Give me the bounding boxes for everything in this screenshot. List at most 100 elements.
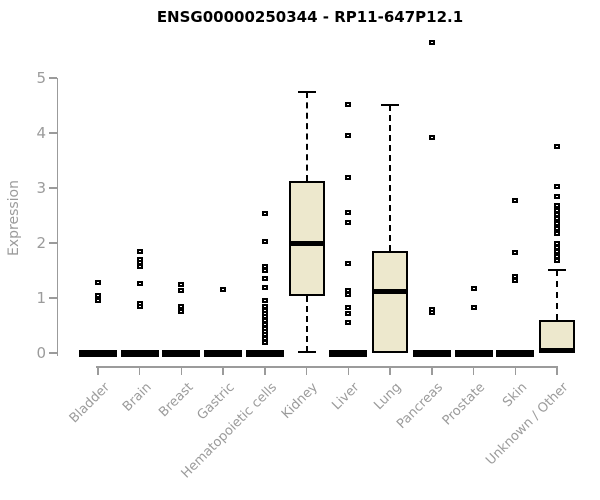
boxplot-flat-bar-prostate: [454, 350, 493, 357]
outlier-point-unknown-other: [554, 225, 560, 231]
outlier-point-liver: [345, 305, 352, 311]
y-axis-tick-label: 5: [36, 69, 46, 87]
x-axis-tick-label: Bladder: [66, 380, 113, 427]
outlier-point-unknown-other: [554, 193, 560, 199]
boxplot-upper-cap-lung: [381, 103, 400, 107]
y-axis-tick-label: 0: [36, 344, 46, 362]
outlier-point-brain: [136, 280, 143, 286]
outlier-point-skin: [512, 249, 519, 255]
x-axis-tick: [305, 366, 308, 375]
x-axis-tick-label: Liver: [329, 380, 363, 414]
outlier-point-breast: [178, 288, 185, 294]
outlier-point-unknown-other: [554, 244, 560, 250]
boxplot-flat-bar-bladder: [79, 350, 117, 357]
outlier-point-unknown-other: [554, 184, 560, 190]
outlier-point-skin: [512, 198, 519, 204]
outlier-point-bladder: [95, 297, 101, 303]
outlier-point-liver: [345, 219, 352, 225]
outlier-point-unknown-other: [554, 144, 560, 150]
boxplot-median-lung: [372, 288, 409, 294]
outlier-point-liver: [345, 320, 352, 326]
x-axis-tick: [180, 366, 183, 375]
boxplot-box-lung: [372, 251, 409, 353]
outlier-point-brain: [136, 248, 143, 254]
y-axis-tick: [49, 77, 57, 79]
outlier-point-brain: [136, 304, 143, 310]
x-axis-tick-label: Skin: [499, 380, 530, 411]
x-axis-line: [96, 366, 558, 368]
y-axis-tick: [49, 132, 57, 134]
outlier-point-brain: [136, 264, 143, 270]
boxplot-upper-cap-kidney: [297, 90, 316, 93]
boxplot-flat-bar-brain: [120, 350, 159, 357]
chart-title: ENSG00000250344 - RP11-647P12.1: [156, 8, 464, 26]
outlier-point-hematopoietic-cells: [261, 268, 268, 273]
x-axis-tick: [222, 366, 224, 375]
outlier-point-unknown-other: [554, 216, 560, 222]
boxplot-box-kidney: [288, 180, 325, 297]
y-axis-tick-label: 4: [36, 124, 46, 142]
x-axis-tick: [556, 366, 558, 375]
outlier-point-hematopoietic-cells: [261, 284, 268, 290]
outlier-point-bladder: [95, 280, 101, 286]
outlier-point-unknown-other: [554, 240, 560, 246]
outlier-point-pancreas: [428, 135, 435, 141]
y-axis-tick-label: 3: [36, 179, 46, 197]
outlier-point-hematopoietic-cells: [261, 275, 268, 281]
boxplot-upper-whisker-unknown-other: [556, 269, 558, 320]
outlier-point-prostate: [470, 305, 477, 311]
outlier-point-hematopoietic-cells: [261, 263, 268, 269]
outlier-point-liver: [345, 291, 352, 297]
boxplot-flat-bar-gastric: [204, 350, 243, 357]
outlier-point-liver: [345, 261, 352, 267]
y-axis-tick-label: 1: [36, 289, 46, 307]
y-axis-tick: [49, 187, 57, 189]
outlier-point-hematopoietic-cells: [261, 298, 268, 304]
boxplot-median-kidney: [288, 240, 325, 246]
boxplot-upper-cap-unknown-other: [548, 268, 566, 272]
y-axis-tick: [49, 242, 57, 244]
x-axis-tick: [138, 366, 141, 375]
outlier-point-breast: [178, 304, 185, 310]
boxplot-median-unknown-other: [539, 348, 575, 354]
outlier-point-liver: [345, 209, 352, 215]
y-axis-tick: [49, 352, 57, 354]
outlier-point-hematopoietic-cells: [261, 239, 268, 245]
outlier-point-hematopoietic-cells: [261, 339, 268, 345]
x-axis-tick: [264, 366, 266, 375]
outlier-point-unknown-other: [554, 221, 560, 227]
boxplot-flat-bar-skin: [496, 350, 535, 357]
x-axis-tick-label: Brain: [119, 380, 155, 415]
outlier-point-gastric: [220, 287, 227, 293]
x-axis-tick: [97, 366, 99, 375]
x-axis-tick: [514, 366, 517, 375]
boxplot-lower-whisker-kidney: [305, 296, 308, 352]
boxplot-flat-bar-breast: [162, 350, 201, 357]
x-axis-tick-label: Breast: [155, 380, 197, 421]
outlier-point-liver: [345, 174, 352, 180]
outlier-point-breast: [178, 309, 185, 315]
outlier-point-unknown-other: [554, 202, 560, 208]
outlier-point-prostate: [470, 285, 477, 291]
y-axis-tick-label: 2: [36, 234, 46, 252]
x-axis-tick: [472, 366, 475, 375]
outlier-point-hematopoietic-cells: [261, 317, 268, 323]
x-axis-tick-label: Prostate: [439, 380, 489, 429]
outlier-point-breast: [178, 282, 185, 288]
boxplot-lower-cap-kidney: [297, 350, 316, 354]
outlier-point-skin: [512, 273, 519, 279]
outlier-point-unknown-other: [554, 230, 560, 236]
outlier-point-bladder: [95, 292, 101, 298]
boxplot-upper-whisker-lung: [389, 104, 392, 252]
outlier-point-unknown-other: [554, 249, 560, 255]
y-axis-tick: [49, 297, 57, 299]
outlier-point-pancreas: [428, 310, 435, 316]
boxplot-flat-bar-pancreas: [412, 350, 451, 357]
outlier-point-pancreas: [428, 40, 435, 46]
outlier-point-liver: [345, 132, 352, 138]
boxplot-flat-bar-hematopoietic-cells: [245, 350, 284, 357]
x-axis-tick: [389, 366, 391, 375]
x-axis-tick: [431, 366, 433, 375]
outlier-point-hematopoietic-cells: [261, 211, 268, 217]
